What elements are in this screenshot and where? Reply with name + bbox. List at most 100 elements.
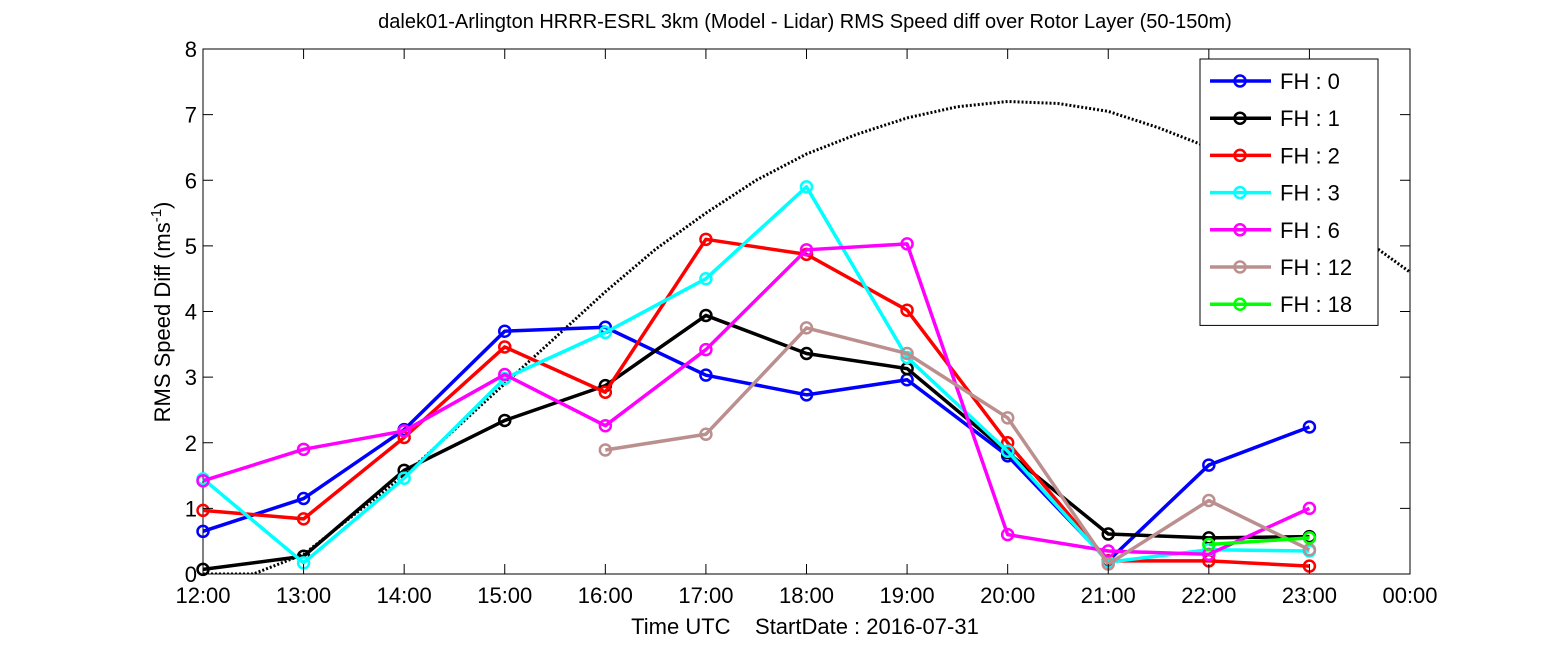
data-point xyxy=(196,524,210,539)
legend-label: FH : 2 xyxy=(1280,143,1340,168)
data-point xyxy=(1302,501,1317,516)
legend-label: FH : 6 xyxy=(1280,218,1340,243)
x-tick-label: 16:00 xyxy=(578,583,633,608)
series-line xyxy=(1208,536,1310,547)
data-point xyxy=(799,321,814,335)
y-tick-label: 7 xyxy=(185,103,197,128)
x-tick-label: 20:00 xyxy=(980,583,1035,608)
data-point xyxy=(1000,436,1015,450)
data-point xyxy=(699,368,713,382)
legend-marker xyxy=(1233,111,1247,125)
y-tick-label: 8 xyxy=(185,37,197,62)
series-line xyxy=(202,325,1311,563)
data-point xyxy=(1000,527,1015,542)
series-line xyxy=(605,326,1311,566)
legend-marker xyxy=(1233,223,1247,237)
data-point xyxy=(1302,531,1317,545)
data-point xyxy=(1302,420,1317,434)
x-tick-label: 17:00 xyxy=(678,583,733,608)
x-tick-label: 22:00 xyxy=(1181,583,1236,608)
legend-marker xyxy=(1233,260,1247,274)
data-point xyxy=(196,474,210,488)
series-fh-2 xyxy=(196,232,1317,573)
data-point xyxy=(196,503,210,518)
x-tick-label: 18:00 xyxy=(779,583,834,608)
data-point xyxy=(397,471,411,485)
legend: FH : 0 FH : 1 FH : 2 FH : 3 FH : 6 FH : 12 FH … xyxy=(1199,58,1379,326)
data-point xyxy=(598,418,613,433)
legend-label: FH : 0 xyxy=(1280,69,1340,94)
x-tick-label: 23:00 xyxy=(1282,583,1337,608)
data-point xyxy=(699,232,713,247)
data-point xyxy=(900,346,914,361)
series-fh-3 xyxy=(196,180,1317,570)
series-fh-18 xyxy=(1202,531,1317,552)
y-axis-label-superscript: -1 xyxy=(148,209,165,222)
data-point xyxy=(498,324,512,338)
legend-marker xyxy=(1233,148,1247,163)
data-point xyxy=(1101,544,1115,558)
x-tick-label: 12:00 xyxy=(175,583,230,608)
data-point xyxy=(699,308,713,323)
series-fh-0 xyxy=(196,320,1317,568)
y-axis: 0 1 2 3 4 5 6 7 8 xyxy=(185,37,1410,587)
data-point xyxy=(598,385,613,399)
legend-label: FH : 3 xyxy=(1280,181,1340,206)
series-line xyxy=(202,237,1310,568)
data-point xyxy=(799,346,814,361)
data-point xyxy=(1000,444,1015,459)
y-axis-label-main: RMS Speed Diff (ms xyxy=(150,222,175,422)
legend-label: FH : 12 xyxy=(1280,255,1352,280)
x-tick-label: 14:00 xyxy=(377,583,432,608)
y-tick-label: 5 xyxy=(185,234,197,259)
y-tick-label: 4 xyxy=(185,300,197,325)
chart-title: dalek01-Arlington HRRR-ESRL 3km (Model -… xyxy=(378,11,1232,33)
legend-marker xyxy=(1233,297,1247,311)
x-axis-label: Time UTC StartDate : 2016-07-31 xyxy=(631,614,979,639)
data-point xyxy=(1000,411,1015,425)
x-tick-label: 21:00 xyxy=(1081,583,1136,608)
x-tick-label: 19:00 xyxy=(880,583,935,608)
y-tick-label: 6 xyxy=(185,168,197,193)
y-tick-label: 2 xyxy=(185,431,197,456)
data-point xyxy=(699,342,713,357)
legend-label: FH : 18 xyxy=(1280,292,1352,317)
data-point xyxy=(296,491,311,506)
data-point xyxy=(1101,527,1115,541)
data-point xyxy=(498,367,512,382)
data-point xyxy=(296,442,311,457)
data-point xyxy=(900,237,914,251)
legend-marker xyxy=(1233,74,1247,88)
y-axis-label: RMS Speed Diff (ms-1) xyxy=(148,202,175,423)
series-line xyxy=(201,185,1310,565)
y-axis-label-close: ) xyxy=(150,202,175,209)
data-point xyxy=(498,413,512,428)
x-tick-label: 15:00 xyxy=(477,583,532,608)
data-point xyxy=(799,388,814,402)
data-point xyxy=(1202,458,1216,472)
x-tick-label: 13:00 xyxy=(276,583,331,608)
data-point xyxy=(799,243,814,257)
series-fh-1 xyxy=(196,308,1317,577)
data-point xyxy=(598,443,613,457)
data-point xyxy=(296,512,311,526)
data-point xyxy=(1202,493,1216,508)
x-axis: 12:00 13:00 14:00 15:00 16:00 17:00 18:00 19:00… xyxy=(175,49,1438,608)
series-line xyxy=(202,313,1310,572)
data-point xyxy=(498,340,512,354)
data-point xyxy=(598,325,613,340)
y-tick-label: 1 xyxy=(185,496,197,521)
data-point xyxy=(196,562,210,577)
x-tick-label: 00:00 xyxy=(1382,583,1437,608)
legend-marker xyxy=(1233,185,1247,200)
y-tick-label: 3 xyxy=(185,365,197,390)
y-tick-label: 0 xyxy=(185,562,197,587)
legend-label: FH : 1 xyxy=(1280,106,1340,131)
data-point xyxy=(900,303,914,317)
data-point xyxy=(799,180,814,194)
data-point xyxy=(699,271,713,286)
data-point xyxy=(1202,537,1216,552)
data-point xyxy=(699,427,713,441)
data-point xyxy=(397,424,411,438)
